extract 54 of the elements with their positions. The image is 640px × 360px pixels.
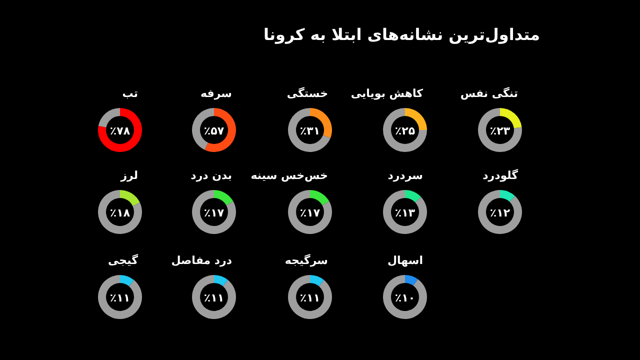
text: ٪۱۱ [204, 292, 224, 304]
text: ٪۵۷ [204, 124, 224, 138]
text: ٪۳۱ [300, 124, 320, 138]
donut-slice [288, 275, 332, 319]
text: ٪۱۷ [300, 206, 320, 220]
donut-slice [478, 190, 522, 234]
text: ٪۱۳ [394, 206, 416, 220]
text: متداول‌ترین نشانه‌های ابتلا به کرونا [263, 25, 540, 44]
donut-slice [98, 108, 142, 152]
donut-slice [192, 190, 236, 234]
chart-title: گیجی [108, 254, 139, 267]
donut-slice [204, 108, 236, 152]
donut-slice [98, 108, 120, 128]
donut-slice [214, 275, 228, 286]
chart-title: سرگیجه [284, 254, 328, 267]
chart-title: بدن درد [190, 169, 232, 182]
chart-title: سرفه [200, 87, 232, 100]
donut-slice [288, 190, 332, 234]
chart-title: کاهش بویایی [350, 87, 424, 100]
donut-slice [310, 275, 324, 286]
text: ٪۷۸ [110, 124, 130, 138]
donut-slice [98, 275, 142, 319]
donut-slice [383, 275, 427, 319]
donut-slice [405, 275, 418, 286]
text: ٪۱۱ [110, 292, 130, 304]
donut-slice [192, 275, 236, 319]
donut-slice [405, 190, 422, 202]
donut-slice [383, 190, 427, 234]
text: ٪۱۲ [490, 206, 510, 220]
text: ٪۱۰ [394, 292, 416, 304]
text: ٪۱۷ [204, 206, 224, 220]
text: ٪۱۱ [300, 292, 320, 304]
donut-slice [214, 190, 234, 206]
text: ٪۲۳ [490, 124, 510, 138]
chart-title: تب [122, 87, 138, 100]
donut-slice [120, 190, 140, 206]
donut-slice [98, 190, 142, 234]
donut-slice [288, 108, 330, 152]
chart-title: گلودرد [482, 169, 519, 182]
text: ٪۲۵ [394, 124, 416, 138]
chart-title: اسهال [387, 254, 423, 267]
chart-title: تنگی نفس [460, 87, 518, 100]
chart-title: لرز [120, 169, 138, 182]
chart-title: خستگی [286, 87, 328, 100]
donut-slice [500, 108, 522, 128]
donut-slice [120, 275, 134, 286]
text: ٪۱۸ [110, 206, 130, 220]
donut-slice [383, 108, 427, 152]
donut-slice [500, 190, 516, 202]
donut-slice [478, 108, 522, 152]
chart-title: درد مفاصل [171, 254, 232, 267]
chart-title: سردرد [388, 169, 423, 182]
chart-title: خس‌خس سینه [250, 169, 328, 182]
donut-slice [310, 190, 330, 206]
